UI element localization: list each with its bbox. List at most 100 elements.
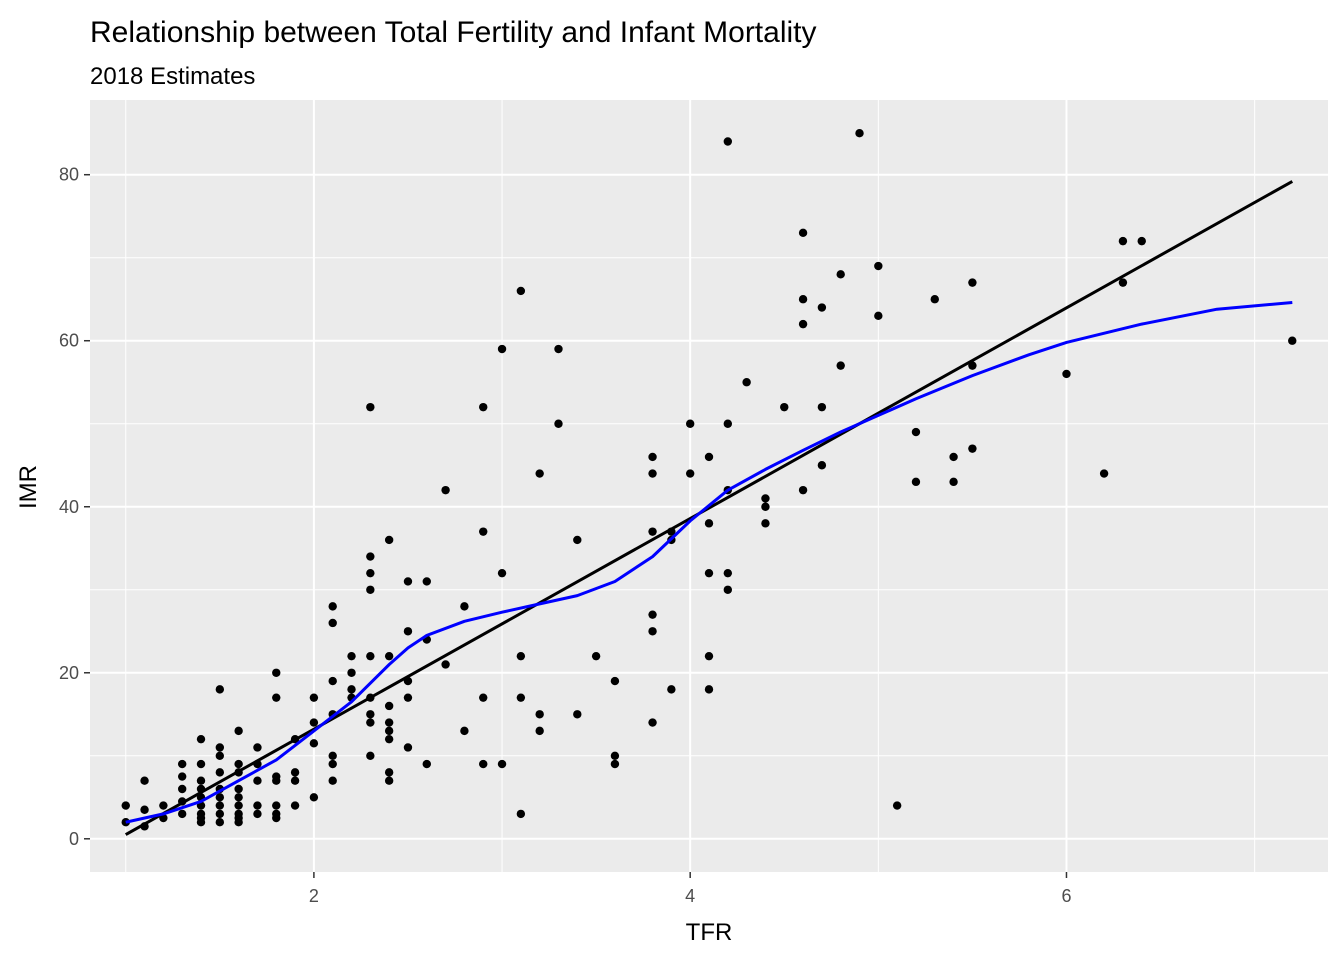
data-point [215, 685, 225, 694]
data-point [874, 311, 883, 321]
data-point [253, 776, 262, 785]
data-point [460, 602, 469, 611]
data-point [290, 768, 300, 777]
data-point [177, 809, 187, 819]
data-point [573, 535, 582, 545]
data-point [234, 801, 243, 810]
data-point [328, 759, 337, 769]
data-point [290, 776, 300, 785]
data-point [328, 776, 337, 785]
data-point [366, 718, 375, 727]
data-point [610, 751, 620, 760]
data-point [177, 759, 187, 769]
data-point [573, 710, 582, 719]
data-point [159, 801, 168, 810]
data-point [1062, 369, 1071, 379]
data-point [441, 485, 450, 495]
data-point [817, 461, 827, 470]
data-point [403, 693, 413, 702]
minor-gridlines [90, 100, 1328, 872]
data-point [591, 651, 601, 661]
data-point [1118, 278, 1128, 287]
data-point [328, 751, 337, 760]
data-point [704, 452, 714, 462]
data-point [272, 668, 281, 677]
data-point [817, 303, 827, 312]
data-point [968, 278, 977, 287]
data-point [1137, 236, 1146, 246]
data-point [215, 751, 225, 760]
data-point [535, 710, 544, 719]
data-point [892, 801, 902, 810]
data-point [215, 817, 225, 827]
data-point [347, 651, 356, 661]
data-point [328, 676, 337, 686]
data-point [610, 759, 620, 769]
data-point [949, 452, 958, 462]
data-point [704, 651, 714, 661]
chart-title: Relationship between Total Fertility and… [90, 16, 817, 49]
data-point [196, 759, 206, 769]
data-point [215, 793, 225, 802]
data-point [685, 469, 695, 478]
data-point [836, 361, 845, 370]
y-tick-label: 80 [59, 165, 79, 185]
x-tick-label: 4 [685, 886, 695, 906]
data-point [441, 660, 450, 669]
data-point [366, 585, 375, 594]
data-point [309, 793, 319, 802]
data-point [723, 585, 733, 594]
fit-lines [124, 180, 1294, 836]
chart-subtitle: 2018 Estimates [90, 63, 255, 90]
data-point [497, 568, 507, 578]
data-point [723, 137, 733, 146]
data-point [667, 685, 676, 694]
data-point [516, 809, 526, 819]
data-point [761, 519, 770, 528]
x-tick-label: 2 [309, 886, 319, 906]
data-point [723, 568, 733, 578]
y-tick-label: 20 [59, 663, 79, 683]
data-point [384, 768, 394, 777]
data-point [196, 734, 206, 744]
data-point [648, 452, 657, 462]
data-point [648, 718, 657, 727]
data-point [384, 776, 394, 785]
data-point [234, 793, 243, 802]
data-point [516, 286, 526, 296]
data-point [761, 494, 770, 503]
data-point [215, 801, 225, 810]
data-point [234, 809, 243, 819]
data-point [253, 743, 262, 752]
data-point [272, 693, 281, 702]
data-point [366, 568, 375, 578]
data-point [253, 801, 262, 810]
x-tick-label: 6 [1061, 886, 1071, 906]
data-point [140, 776, 149, 785]
data-point [780, 402, 789, 412]
data-point [403, 743, 413, 752]
data-point [479, 693, 488, 702]
data-point [836, 270, 845, 279]
data-point [648, 627, 657, 636]
data-point [648, 527, 657, 536]
data-point [253, 809, 262, 819]
data-point [177, 784, 187, 794]
data-point [968, 361, 977, 370]
data-point [215, 743, 225, 752]
data-point [874, 261, 883, 271]
data-point [234, 759, 243, 769]
x-axis-title: TFR [686, 919, 733, 946]
data-point [648, 469, 657, 478]
data-point [535, 469, 544, 478]
data-point [215, 768, 225, 777]
data-point [234, 784, 243, 794]
data-point [479, 527, 488, 536]
data-point [610, 676, 620, 686]
data-point [366, 751, 375, 760]
data-point [798, 228, 808, 238]
data-point [384, 718, 394, 727]
data-point [347, 668, 356, 677]
data-point [497, 759, 507, 769]
